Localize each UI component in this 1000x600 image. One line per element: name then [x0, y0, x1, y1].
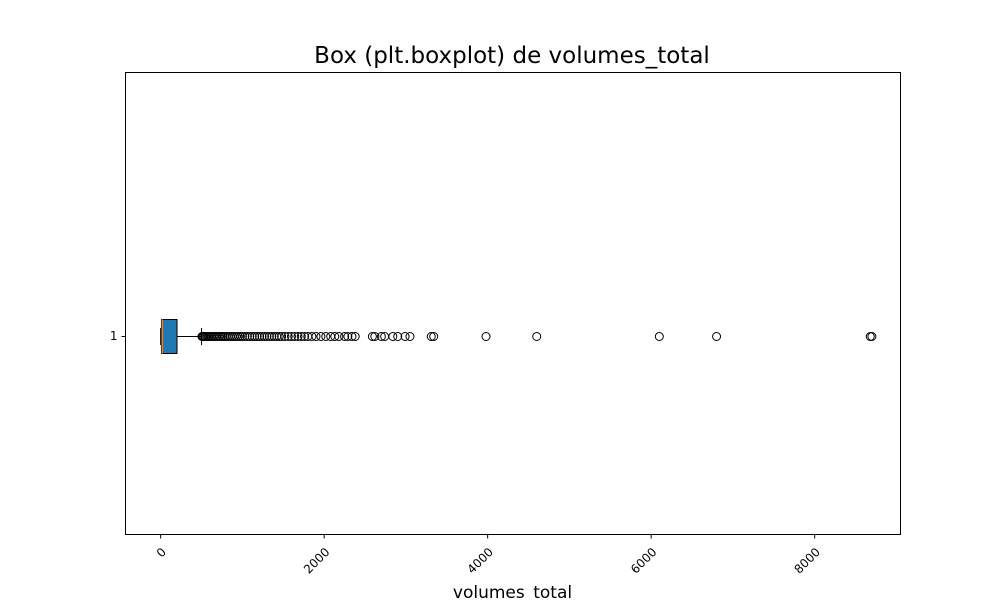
x-tick-label: 2000: [301, 545, 332, 576]
x-tick-label: 0: [154, 545, 169, 560]
flier-point: [347, 332, 357, 341]
flier-point: [237, 332, 247, 341]
flier-point: [334, 332, 344, 341]
flier-point: [245, 332, 255, 341]
iqr-box: [160, 319, 178, 354]
flier-point: [343, 332, 353, 341]
flier-point: [293, 332, 303, 341]
flier-point: [277, 332, 287, 341]
flier-point: [240, 332, 250, 341]
ticks-layer: 0 2000 4000 6000 8000 1: [110, 329, 823, 576]
flier-point: [280, 332, 290, 341]
x-axis-label: volumes_total: [453, 583, 572, 600]
flier-point: [247, 332, 257, 341]
flier-point: [264, 332, 274, 341]
flier-point: [286, 332, 296, 341]
flier-point: [367, 332, 377, 341]
chart-title: Box (plt.boxplot) de volumes_total: [314, 43, 710, 69]
flier-point: [321, 332, 331, 341]
flier-point: [267, 332, 277, 341]
flier-point: [400, 332, 410, 341]
flier-point: [340, 332, 350, 341]
flier-point: [712, 332, 722, 341]
flier-point: [262, 332, 272, 341]
flier-point: [252, 332, 262, 341]
flier-point: [429, 332, 439, 341]
flier-point: [296, 332, 306, 341]
flier-point: [532, 332, 542, 341]
flier-point: [426, 332, 436, 341]
y-tick-label: 1: [110, 329, 118, 343]
flier-point: [316, 332, 326, 341]
flier-point: [867, 332, 877, 341]
flier-point: [257, 332, 267, 341]
flier-point: [274, 332, 284, 341]
flier-point: [269, 332, 279, 341]
flier-point: [393, 332, 403, 341]
flier-point: [290, 332, 300, 341]
flier-point: [300, 332, 310, 341]
flier-point: [250, 332, 260, 341]
flier-point: [259, 332, 269, 341]
flier-point: [376, 332, 386, 341]
flier-point: [307, 332, 317, 341]
x-tick-label: 6000: [628, 545, 659, 576]
flier-point: [311, 332, 321, 341]
flier-point: [330, 332, 340, 341]
plot-area-frame: [125, 72, 901, 535]
flier-point: [283, 332, 293, 341]
flier-point: [654, 332, 664, 341]
flier-point: [255, 332, 265, 341]
flier-point: [242, 332, 252, 341]
flier-point: [350, 332, 360, 341]
flier-point: [370, 332, 380, 341]
x-tick-label: 8000: [792, 545, 823, 576]
flier-point: [405, 332, 415, 341]
x-tick-label: 4000: [464, 545, 495, 576]
marks-layer: [160, 319, 877, 354]
flier-point: [388, 332, 398, 341]
flier-point: [481, 332, 491, 341]
